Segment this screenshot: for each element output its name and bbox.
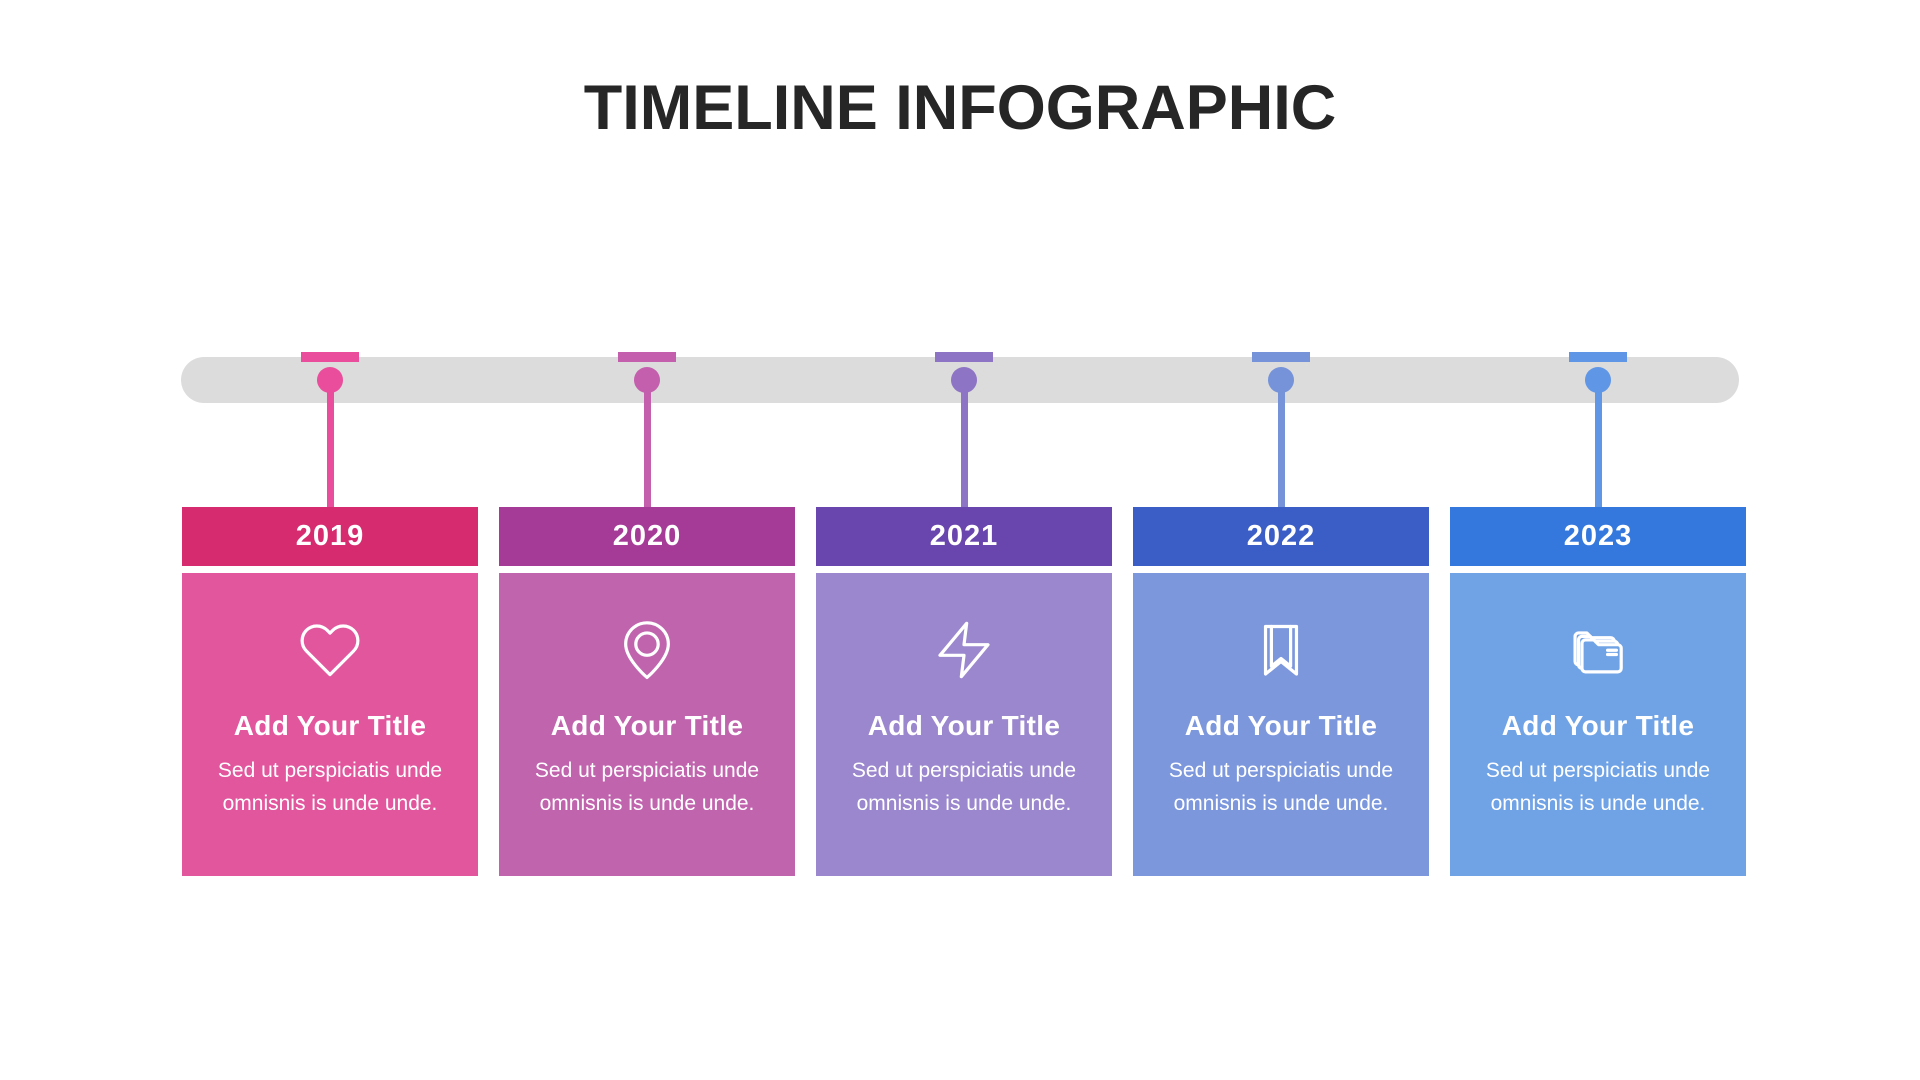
card-title: Add Your Title xyxy=(867,710,1061,741)
year-label: 2022 xyxy=(1246,520,1316,552)
year-label: 2019 xyxy=(295,520,365,552)
year-label: 2023 xyxy=(1563,520,1633,552)
card-description: Sed ut perspiciatis unde omnisnis is und… xyxy=(534,759,760,815)
map-pin-icon xyxy=(615,618,679,682)
card-title: Add Your Title xyxy=(233,710,427,741)
timeline-card-2019: 2019 Add Your Title Sed ut perspiciatis … xyxy=(182,352,478,876)
connector-line xyxy=(1594,380,1602,507)
year-label: 2021 xyxy=(929,520,999,552)
connector-line xyxy=(326,380,334,507)
year-header: 2019 xyxy=(182,507,478,566)
card-body: Add Your Title Sed ut perspiciatis unde … xyxy=(816,573,1112,876)
card-description: Sed ut perspiciatis unde omnisnis is und… xyxy=(851,759,1077,815)
timeline-card-2020: 2020 Add Your Title Sed ut perspiciatis … xyxy=(499,352,795,876)
bookmark-icon xyxy=(1249,618,1313,682)
connector-line xyxy=(960,380,968,507)
year-header: 2021 xyxy=(816,507,1112,566)
connector-line xyxy=(1277,380,1285,507)
timeline-tick xyxy=(618,352,676,362)
timeline-card-2022: 2022 Add Your Title Sed ut perspiciatis … xyxy=(1133,352,1429,876)
timeline-card-2021: 2021 Add Your Title Sed ut perspiciatis … xyxy=(816,352,1112,876)
card-description: Sed ut perspiciatis unde omnisnis is und… xyxy=(1168,759,1394,815)
timeline-card-2023: 2023 Add Your Title Sed ut perspiciatis … xyxy=(1450,352,1746,876)
timeline-tick xyxy=(1569,352,1627,362)
card-title: Add Your Title xyxy=(1501,710,1695,741)
page-title: TIMELINE INFOGRAPHIC xyxy=(583,73,1337,143)
card-description: Sed ut perspiciatis unde omnisnis is und… xyxy=(217,759,443,815)
heart-icon xyxy=(298,618,362,682)
timeline-columns: 2019 Add Your Title Sed ut perspiciatis … xyxy=(182,352,1746,876)
folders-icon xyxy=(1566,618,1630,682)
year-header: 2023 xyxy=(1450,507,1746,566)
card-body: Add Your Title Sed ut perspiciatis unde … xyxy=(499,573,795,876)
card-title: Add Your Title xyxy=(1184,710,1378,741)
year-label: 2020 xyxy=(612,520,682,552)
timeline-tick xyxy=(1252,352,1310,362)
card-title: Add Your Title xyxy=(550,710,744,741)
card-description: Sed ut perspiciatis unde omnisnis is und… xyxy=(1485,759,1711,815)
card-body: Add Your Title Sed ut perspiciatis unde … xyxy=(1133,573,1429,876)
year-header: 2022 xyxy=(1133,507,1429,566)
timeline-tick xyxy=(301,352,359,362)
lightning-icon xyxy=(932,618,996,682)
timeline-tick xyxy=(935,352,993,362)
year-header: 2020 xyxy=(499,507,795,566)
connector-line xyxy=(643,380,651,507)
card-body: Add Your Title Sed ut perspiciatis unde … xyxy=(1450,573,1746,876)
card-body: Add Your Title Sed ut perspiciatis unde … xyxy=(182,573,478,876)
